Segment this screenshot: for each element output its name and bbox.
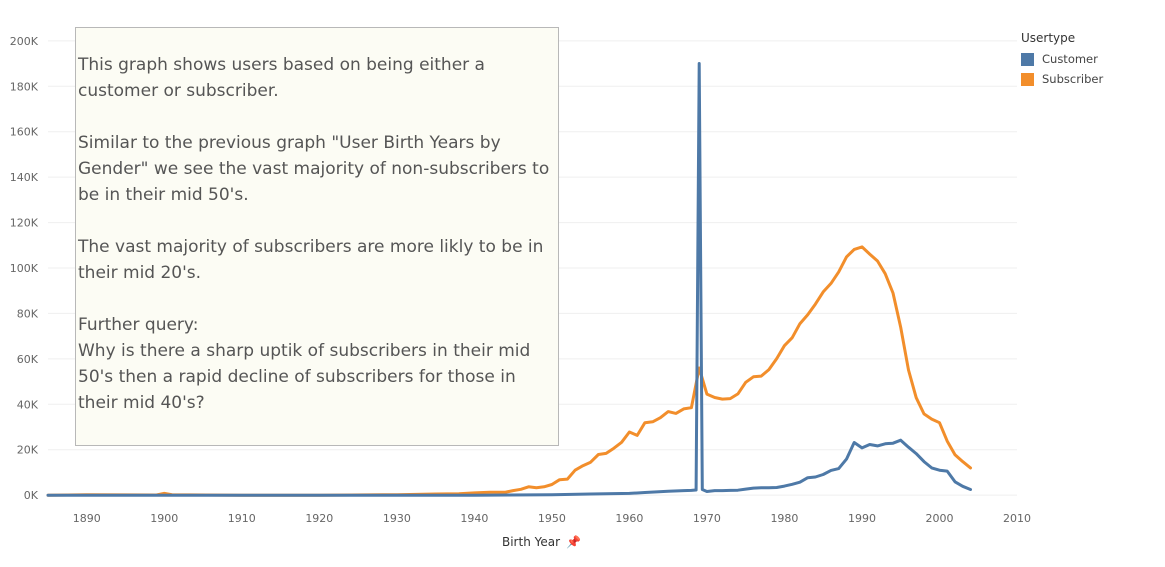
- annotation-paragraph-4-line-2: Why is there a sharp uptik of subscriber…: [78, 341, 531, 413]
- y-tick-label: 180K: [10, 80, 39, 93]
- legend-item-subscriber[interactable]: Subscriber: [1021, 69, 1103, 89]
- x-tick-label: 2010: [1003, 512, 1031, 525]
- series-line-customer[interactable]: [46, 62, 972, 497]
- y-tick-label: 20K: [17, 444, 39, 457]
- legend-title: Usertype: [1021, 31, 1076, 45]
- legend: Usertype Customer Subscriber: [1021, 31, 1103, 89]
- x-tick-label: 1980: [770, 512, 798, 525]
- y-tick-label: 120K: [10, 217, 39, 230]
- legend-swatch-customer: [1021, 52, 1034, 66]
- x-tick-label: 1970: [693, 512, 721, 525]
- y-tick-label: 40K: [17, 398, 39, 411]
- x-axis: 1890 1900 1910 1920 1930 1940 1950 1960 1970 1980…: [73, 512, 1031, 525]
- annotation-paragraph-2: Similar to the previous graph "User Birt…: [78, 133, 550, 205]
- x-tick-label: 1990: [848, 512, 876, 525]
- legend-label-customer: Customer: [1042, 52, 1098, 66]
- pin-icon[interactable]: 📌: [566, 534, 581, 549]
- legend-item-customer[interactable]: Customer: [1021, 49, 1103, 69]
- x-tick-label: 1890: [73, 512, 101, 525]
- annotation-box: This graph shows users based on being ei…: [75, 27, 559, 446]
- x-tick-label: 1930: [383, 512, 411, 525]
- x-tick-label: 1940: [460, 512, 488, 525]
- y-axis: 0K 20K 40K 60K 80K 100K 120K 140K 160K 180K 200K: [10, 35, 39, 502]
- annotation-paragraph-4: Further query: Why is there a sharp upti…: [78, 312, 556, 416]
- y-tick-label: 200K: [10, 35, 39, 48]
- y-tick-label: 140K: [10, 171, 39, 184]
- x-tick-label: 1910: [228, 512, 256, 525]
- x-tick-label: 2000: [925, 512, 953, 525]
- y-tick-label: 160K: [10, 126, 39, 139]
- legend-swatch-subscriber: [1021, 72, 1034, 86]
- y-tick-label: 80K: [17, 307, 39, 320]
- x-tick-label: 1900: [150, 512, 178, 525]
- x-tick-label: 1960: [615, 512, 643, 525]
- x-axis-title[interactable]: Birth Year: [502, 535, 560, 549]
- y-tick-label: 60K: [17, 353, 39, 366]
- series-lines[interactable]: [46, 62, 972, 497]
- annotation-paragraph-1: This graph shows users based on being ei…: [78, 55, 485, 101]
- y-tick-label: 100K: [10, 262, 39, 275]
- annotation-paragraph-4-line-1: Further query:: [78, 315, 199, 335]
- legend-label-subscriber: Subscriber: [1042, 72, 1104, 86]
- series-line-subscriber[interactable]: [46, 245, 972, 497]
- y-tick-label: 0K: [24, 489, 39, 502]
- x-tick-label: 1950: [538, 512, 566, 525]
- x-tick-label: 1920: [305, 512, 333, 525]
- annotation-paragraph-3: The vast majority of subscribers are mor…: [78, 237, 544, 283]
